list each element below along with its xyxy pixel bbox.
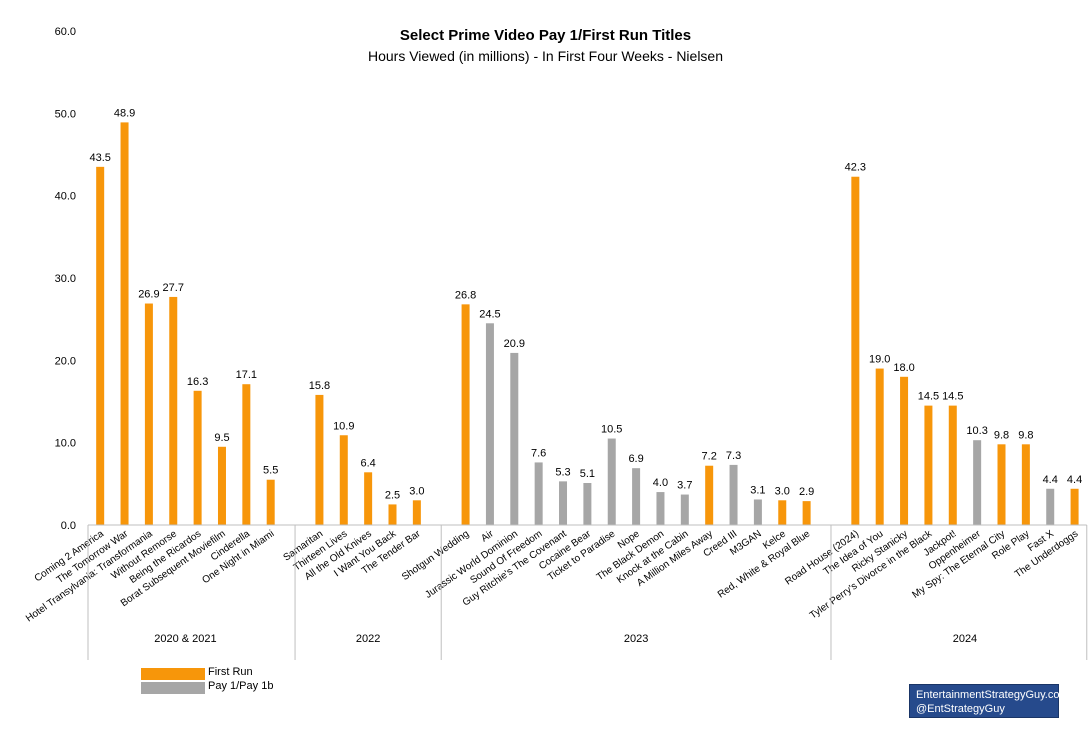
bar [753,499,762,525]
bar [705,465,714,525]
bar-value-label: 18.0 [893,362,914,374]
bar [144,303,153,525]
group-label: 2020 & 2021 [154,633,216,645]
bar [900,376,909,525]
bar [632,468,641,525]
bar [217,446,226,525]
bar [1021,444,1030,525]
bar-value-label: 4.0 [653,477,668,489]
bar-value-label: 26.8 [455,289,476,301]
bar [364,472,373,525]
bar [559,481,568,525]
y-tick-label: 0.0 [61,520,76,532]
bar-value-label: 43.5 [89,152,110,164]
bar [729,464,738,525]
bar-value-label: 14.5 [942,391,963,403]
chart-subtitle: Hours Viewed (in millions) - In First Fo… [367,48,724,64]
bar-value-label: 6.4 [360,457,375,469]
y-tick-label: 40.0 [55,191,76,203]
chart-title: Select Prime Video Pay 1/First Run Title… [399,27,692,44]
bar [680,494,689,525]
bar [973,440,982,525]
y-tick-label: 60.0 [55,26,76,38]
bar [997,444,1006,525]
bar-value-label: 17.1 [236,369,257,381]
watermark-site: EntertainmentStrategyGuy.com [916,689,1069,701]
group-label: 2024 [953,633,977,645]
y-tick-label: 20.0 [55,355,76,367]
bar-value-label: 4.4 [1043,474,1058,486]
bar [607,438,616,525]
bar [1070,488,1079,525]
bar-value-label: 26.9 [138,289,159,301]
bar-value-label: 7.6 [531,447,546,459]
y-tick-label: 10.0 [55,438,76,450]
watermark-badge: EntertainmentStrategyGuy.com @EntStrateg… [909,684,1069,718]
bar-value-label: 24.5 [479,308,500,320]
legend-label-first-run: First Run [208,666,253,678]
bar-value-label: 7.2 [702,451,717,463]
bar [851,176,860,526]
bar [802,501,811,525]
bar-value-label: 15.8 [309,380,330,392]
bar-value-label: 5.5 [263,465,278,477]
legend-label-pay: Pay 1/Pay 1b [208,680,274,692]
bar-value-label: 4.4 [1067,474,1082,486]
bar [412,500,421,525]
bar [388,504,397,525]
bar-value-label: 3.0 [409,485,424,497]
bar-value-label: 48.9 [114,107,135,119]
bar [461,304,470,525]
bar [485,323,494,525]
bar [534,462,543,525]
bar-value-label: 3.7 [677,480,692,492]
bar [875,368,884,525]
bar-value-label: 10.3 [966,425,987,437]
legend-swatch-pay [141,682,205,694]
bar-value-label: 27.7 [163,282,184,294]
bar-value-label: 10.9 [333,420,354,432]
bar [948,405,957,525]
bar-value-label: 19.0 [869,354,890,366]
bar-value-label: 7.3 [726,450,741,462]
group-label: 2023 [624,633,648,645]
bar-value-label: 2.5 [385,489,400,501]
bar [169,296,178,525]
y-tick-label: 50.0 [55,108,76,120]
bar [583,483,592,525]
bar-value-label: 5.1 [580,468,595,480]
bar-value-label: 3.1 [750,484,765,496]
bar-value-label: 6.9 [628,453,643,465]
bar-value-label: 9.8 [994,429,1009,441]
bar-value-label: 9.8 [1018,429,1033,441]
bar-value-label: 10.5 [601,424,622,436]
watermark-handle: @EntStrategyGuy [916,703,1005,715]
bar-value-label: 3.0 [775,485,790,497]
bar-value-label: 9.5 [214,432,229,444]
bar-value-label: 42.3 [845,162,866,174]
bar [193,390,202,525]
bar-value-label: 16.3 [187,376,208,388]
bar [266,479,275,525]
bar [1046,488,1055,525]
bar [315,394,324,525]
bar-value-label: 2.9 [799,486,814,498]
legend-swatch-first-run [141,668,205,680]
bar [656,492,665,525]
bar [242,384,251,525]
bar [339,435,348,525]
group-label: 2022 [356,633,380,645]
bar-value-label: 14.5 [918,391,939,403]
y-tick-label: 30.0 [55,273,76,285]
bar [96,166,105,525]
bar-value-label: 20.9 [504,338,525,350]
bar-value-label: 5.3 [555,466,570,478]
bar [778,500,787,525]
bar [924,405,933,525]
bar [510,352,519,525]
bar [120,122,129,525]
